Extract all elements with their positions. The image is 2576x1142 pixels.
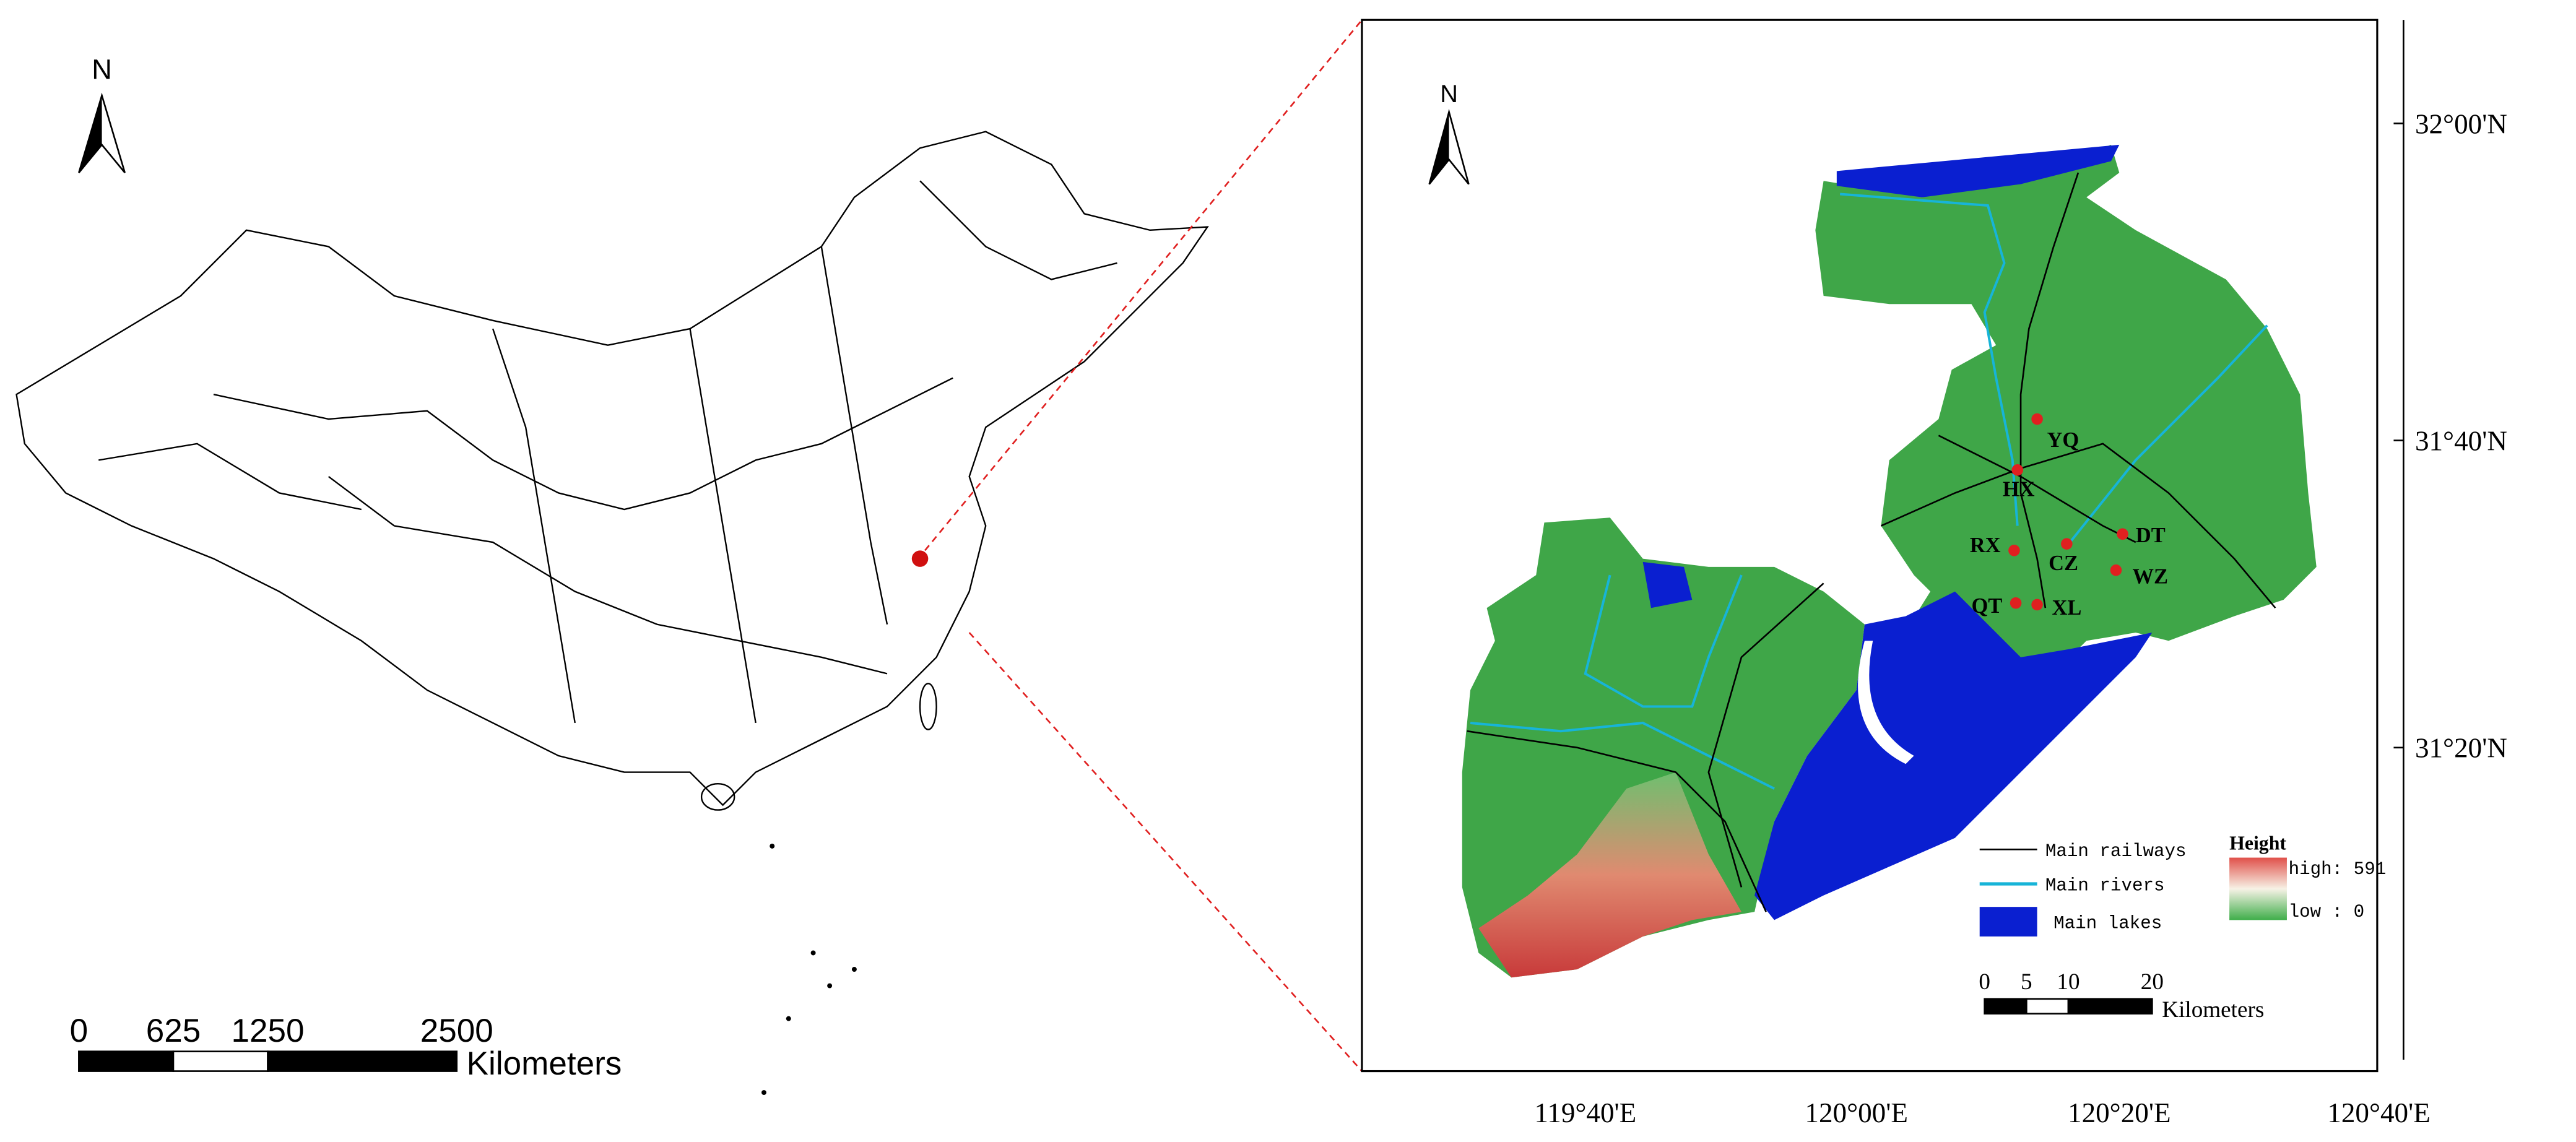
scale-unit: Kilometers xyxy=(467,1045,622,1082)
site-label: WZ xyxy=(2133,565,2169,588)
legend-label: Main lakes xyxy=(2053,914,2162,934)
river xyxy=(1584,574,1743,708)
channel xyxy=(1858,641,1914,764)
scale-unit: Kilometers xyxy=(2162,997,2264,1023)
site-label: DT xyxy=(2136,524,2166,547)
china-map xyxy=(15,131,1209,811)
lon-label: 120°00'E xyxy=(1805,1097,1908,1128)
study-area xyxy=(1462,144,2317,978)
site-marker xyxy=(2011,464,2024,476)
province-border xyxy=(689,328,757,724)
site-label: YQ xyxy=(2047,428,2079,452)
site-label: QT xyxy=(1971,594,2002,618)
height-ramp xyxy=(2229,857,2287,920)
mountains xyxy=(1478,772,1741,978)
river xyxy=(2069,324,2268,543)
rivers xyxy=(1470,192,2268,790)
site-marker xyxy=(2031,599,2043,611)
legend-title: Height xyxy=(2229,832,2286,854)
lon-label: 120°20'E xyxy=(2068,1097,2171,1128)
lake xyxy=(1754,591,2153,920)
north-label: N xyxy=(1440,80,1458,108)
scale-label: 0 xyxy=(1979,969,1990,995)
islands xyxy=(761,844,857,1096)
railway xyxy=(1707,582,1824,888)
lat-label: 31°20'N xyxy=(2415,733,2507,764)
railways xyxy=(1467,172,2276,912)
river xyxy=(1839,192,2019,526)
land xyxy=(1815,144,2317,732)
coordinates: 32°00'N 31°40'N 31°20'N 119°40'E 120°00'E 120… xyxy=(1534,108,2507,1128)
legend-label: high: 591 xyxy=(2289,859,2387,880)
legend-label: low : 0 xyxy=(2289,902,2365,922)
site-marker xyxy=(2061,538,2073,550)
site-marker xyxy=(2010,597,2022,609)
island xyxy=(770,844,775,849)
sites: YQ HX RX CZ DT WZ QT XL xyxy=(1970,413,2168,620)
scale-segment xyxy=(267,1050,458,1072)
railway xyxy=(2019,172,2079,608)
scale-label: 1250 xyxy=(232,1013,305,1049)
scale-segment xyxy=(172,1050,269,1072)
island xyxy=(786,1016,791,1021)
island xyxy=(851,967,857,972)
province-border xyxy=(328,475,888,675)
scale-label: 0 xyxy=(70,1013,89,1049)
province-border xyxy=(98,443,362,511)
zoom-line xyxy=(968,632,1363,1072)
scale-segment xyxy=(1984,998,2027,1014)
hainan xyxy=(700,782,735,811)
scale-label: 625 xyxy=(146,1013,201,1049)
site-label: XL xyxy=(2052,596,2081,620)
scale-label: 2500 xyxy=(420,1013,493,1049)
lat-label: 32°00'N xyxy=(2415,108,2507,139)
province-border xyxy=(820,246,888,625)
lake xyxy=(1642,561,1693,608)
site-marker xyxy=(2117,528,2128,540)
scale-segment xyxy=(2026,998,2070,1014)
legend-label: Main rivers xyxy=(2045,876,2165,896)
site-label: HX xyxy=(2003,478,2035,501)
scale-segment xyxy=(78,1050,175,1072)
legend: Main railways Main rivers Main lakes Hei… xyxy=(1979,832,2387,937)
island xyxy=(827,983,833,988)
site-marker xyxy=(2110,564,2122,576)
province-border xyxy=(919,180,1117,280)
legend-lake xyxy=(1979,907,2037,937)
river-yangtze xyxy=(1836,144,2120,197)
lat-label: 31°40'N xyxy=(2415,425,2507,456)
study-area-marker xyxy=(911,550,929,567)
site-marker xyxy=(2008,545,2020,556)
province-border xyxy=(492,328,576,724)
scale-label: 5 xyxy=(2021,969,2032,995)
lon-label: 119°40'E xyxy=(1534,1097,1636,1128)
site-label: RX xyxy=(1970,534,2001,557)
railway xyxy=(1467,730,1767,912)
lon-label: 120°40'E xyxy=(2327,1097,2430,1128)
zoom-line xyxy=(924,19,1363,552)
province-border xyxy=(213,377,953,511)
taiwan xyxy=(919,683,937,730)
site-marker xyxy=(2031,413,2043,425)
legend-label: Main railways xyxy=(2045,841,2187,862)
island xyxy=(810,950,816,956)
site-label: CZ xyxy=(2049,552,2078,575)
island xyxy=(761,1090,766,1096)
scale-segment xyxy=(2067,998,2153,1014)
north-arrow xyxy=(79,95,102,173)
china-outline xyxy=(15,131,1209,807)
north-label: N xyxy=(92,54,112,85)
scale-label: 10 xyxy=(2057,969,2079,995)
scale-label: 20 xyxy=(2141,969,2164,995)
river xyxy=(1470,721,1775,790)
railway xyxy=(1880,443,2276,609)
